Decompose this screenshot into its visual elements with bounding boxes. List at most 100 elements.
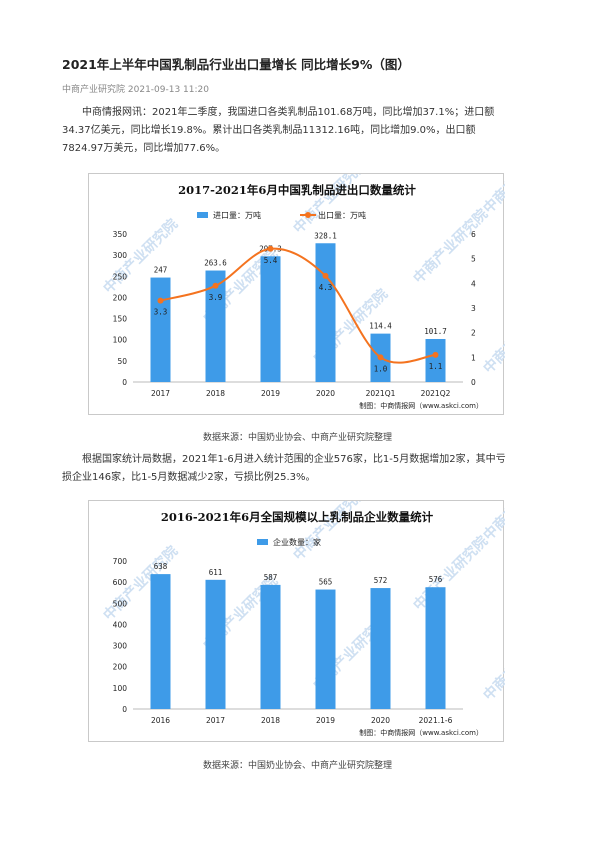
y-tick-left: 100 <box>113 684 128 693</box>
x-tick: 2019 <box>316 716 335 725</box>
line-value-label: 3.3 <box>154 308 168 317</box>
y-tick-right: 5 <box>471 255 476 264</box>
bar-value-label: 611 <box>209 568 223 577</box>
y-tick-left: 0 <box>122 378 127 387</box>
y-tick-left: 700 <box>113 557 128 566</box>
line-value-label: 5.4 <box>264 256 278 265</box>
bar <box>205 270 226 382</box>
line-point <box>377 354 384 361</box>
paragraph-line: 根据国家统计局数据，2021年1-6月进入统计范围的企业576家，比1-5月数据… <box>82 454 506 465</box>
x-tick: 2018 <box>261 716 280 725</box>
paragraph-line: 34.37亿美元，同比增长19.8%。累计出口各类乳制品11312.16吨，同比… <box>62 125 476 136</box>
bar-value-label: 101.7 <box>424 327 447 336</box>
line-value-label: 3.9 <box>209 293 223 302</box>
legend-label: 企业数量：家 <box>273 537 321 547</box>
bar-value-label: 565 <box>319 578 333 587</box>
bar <box>425 338 446 382</box>
bar <box>150 574 171 709</box>
bar <box>315 243 336 382</box>
bar <box>315 589 336 709</box>
y-tick-left: 500 <box>113 599 128 608</box>
line-value-label: 4.3 <box>319 283 333 292</box>
y-tick-left: 150 <box>113 315 128 324</box>
y-tick-left: 200 <box>113 663 128 672</box>
bar-value-label: 328.1 <box>314 231 337 240</box>
x-tick: 2021.1-6 <box>419 716 453 725</box>
bar <box>150 277 171 382</box>
bar-value-label: 638 <box>154 562 168 571</box>
x-tick: 2017 <box>151 389 170 398</box>
y-tick-left: 200 <box>113 293 128 302</box>
x-tick: 2018 <box>206 389 225 398</box>
data-source-note: 数据来源：中国奶业协会、中商产业研究院整理 <box>202 433 392 443</box>
watermark-text: 中商产业研究院 <box>410 533 491 614</box>
enterprise-count-chart-svg: 中商产业研究院 中商产业研究院中商产业研究院中商产业研究院中商产业研究院中商产业研… <box>100 501 505 737</box>
series-line <box>160 247 436 364</box>
y-tick-right: 6 <box>471 230 476 239</box>
bar-value-label: 247 <box>154 266 168 275</box>
y-tick-left: 100 <box>113 336 128 345</box>
bar-value-label: 576 <box>429 575 443 584</box>
bar <box>260 584 281 709</box>
legend-swatch-bar <box>257 539 268 545</box>
paragraph-line: 损企业146家，比1-5月数据减少2家，亏损比例25.3%。 <box>62 472 316 483</box>
y-tick-right: 0 <box>471 378 476 387</box>
x-tick: 2016 <box>151 716 170 725</box>
y-tick-left: 300 <box>113 251 128 260</box>
y-tick-left: 300 <box>113 642 128 651</box>
y-tick-right: 1 <box>471 353 476 362</box>
bar-value-label: 114.4 <box>369 322 392 331</box>
line-point <box>212 282 219 289</box>
x-tick: 2017 <box>206 716 225 725</box>
legend-marker <box>305 212 311 218</box>
y-tick-left: 600 <box>113 578 128 587</box>
line-point <box>432 351 439 358</box>
chart-credit: 制图：中商情报网（www.askci.com） <box>359 728 483 737</box>
line-value-label: 1.0 <box>374 364 388 373</box>
paragraph-1: 中商情报网讯：2021年二季度，我国进口各类乳制品101.68万吨，同比增加37… <box>62 104 536 158</box>
legend-label: 进口量：万吨 <box>213 210 261 220</box>
watermark-text: 中商产业研究院 <box>480 623 505 704</box>
publish-date: 2021-09-13 11:20 <box>127 85 209 95</box>
y-tick-left: 50 <box>117 357 127 366</box>
legend-swatch-bar <box>197 212 208 218</box>
bar <box>205 579 226 709</box>
import-export-chart-svg: 中商产业研究院 中商产业研究院中商产业研究院中商产业研究院中商产业研究院中商产业研… <box>100 174 505 410</box>
legend-label: 出口量：万吨 <box>318 210 366 220</box>
chart-title: 2017-2021年6月中国乳制品进出口数量统计 <box>178 183 416 197</box>
y-tick-left: 400 <box>113 620 128 629</box>
bar-value-label: 572 <box>374 576 388 585</box>
source-link[interactable]: 中商产业研究院 <box>62 85 126 95</box>
y-tick-left: 250 <box>113 272 128 281</box>
x-tick: 2021Q1 <box>366 389 396 398</box>
y-tick-right: 4 <box>471 279 476 288</box>
watermark-text: 中商产业研究院 <box>480 296 505 377</box>
article-meta: 中商产业研究院 2021-09-13 11:20 <box>62 82 209 95</box>
data-source-note: 数据来源：中国奶业协会、中商产业研究院整理 <box>202 761 392 771</box>
watermark-text: 中商产业研究院 <box>410 206 491 287</box>
paragraph-line: 中商情报网讯：2021年二季度，我国进口各类乳制品101.68万吨，同比增加37… <box>82 107 495 118</box>
bar-value-label: 587 <box>264 573 278 582</box>
y-tick-left: 0 <box>122 705 127 714</box>
article-title: 2021年上半年中国乳制品行业出口量增长 同比增长9%（图） <box>62 57 410 72</box>
bar <box>260 256 281 382</box>
bar-value-label: 263.6 <box>204 259 227 268</box>
enterprise-count-chart: 中商产业研究院 中商产业研究院 中商产业研究院 中商产业研究院 中商产业研究院 中商产业研… <box>88 500 505 742</box>
bar <box>425 587 446 709</box>
x-tick: 2019 <box>261 389 280 398</box>
chart-title: 2016-2021年6月全国规模以上乳制品企业数量统计 <box>161 510 434 524</box>
line-point <box>157 297 164 304</box>
y-tick-right: 2 <box>471 329 476 338</box>
x-tick: 2020 <box>316 389 335 398</box>
line-point <box>322 272 329 279</box>
line-point <box>267 245 274 252</box>
y-tick-left: 350 <box>113 230 128 239</box>
chart-credit: 制图：中商情报网（www.askci.com） <box>359 401 483 410</box>
paragraph-2: 根据国家统计局数据，2021年1-6月进入统计范围的企业576家，比1-5月数据… <box>62 451 536 487</box>
paragraph-line: 7824.97万美元，同比增加77.6%。 <box>62 143 226 154</box>
x-tick: 2021Q2 <box>421 389 451 398</box>
bar <box>370 588 391 709</box>
import-export-chart: 中商产业研究院 中商产业研究院 中商产业研究院 中商产业研究院 中商产业研究院 中商产业研… <box>88 173 505 415</box>
x-tick: 2020 <box>371 716 390 725</box>
y-tick-right: 3 <box>471 304 476 313</box>
